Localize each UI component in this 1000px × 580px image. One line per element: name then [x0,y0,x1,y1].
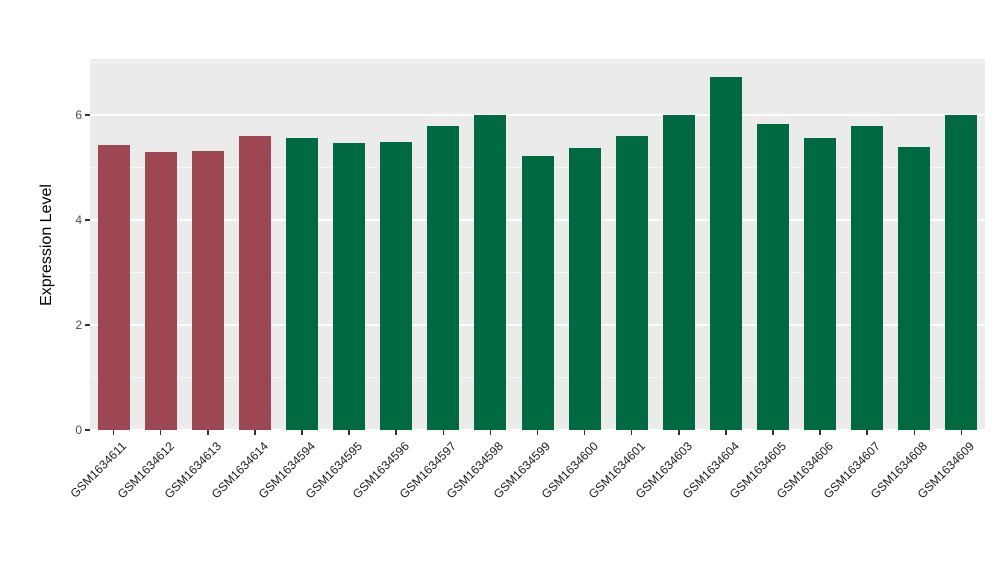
x-tick-label: GSM1634608 [867,439,931,502]
y-axis-title-text: Expression Level [38,183,55,306]
gridline-major [90,114,985,116]
x-tick-label: GSM1634599 [491,439,554,502]
bar-GSM1634599 [521,155,554,430]
x-tick-label: GSM1634609 [915,439,978,502]
bar-GSM1634598 [474,115,507,430]
gridline-major [90,429,985,431]
x-tick-label: GSM1634611 [67,439,130,501]
x-tick-label: GSM1634594 [255,439,318,502]
bar-GSM1634600 [568,147,601,430]
x-tick-label: GSM1634604 [679,439,742,502]
bar-GSM1634601 [615,135,648,430]
gridline-minor [90,62,985,64]
bar-GSM1634603 [662,115,695,430]
x-tick-label: GSM1634595 [302,439,365,502]
x-tick-label: GSM1634612 [114,439,177,502]
bar-GSM1634606 [804,137,837,430]
bar-GSM1634604 [709,76,742,430]
bar-GSM1634594 [285,137,318,430]
x-tick-label: GSM1634600 [538,439,601,502]
bar-GSM1634613 [191,151,224,430]
x-tick-label: GSM1634598 [444,439,507,502]
bar-GSM1634597 [427,125,460,430]
x-tick-label: GSM1634603 [632,439,695,502]
x-tick-label: GSM1634605 [726,439,789,502]
x-tick-label: GSM1634614 [208,439,271,502]
bar-GSM1634595 [333,143,366,430]
bar-GSM1634614 [238,136,271,430]
x-tick-label: GSM1634601 [585,439,648,502]
x-tick-label: GSM1634607 [820,439,884,502]
y-axis-title: Expression Level [34,59,60,430]
x-tick-label: GSM1634606 [773,439,837,502]
bar-GSM1634611 [97,145,130,430]
x-tick-label: GSM1634596 [349,439,413,502]
bar-GSM1634609 [945,115,978,430]
bar-GSM1634605 [757,123,790,430]
plot-panel [90,59,985,431]
x-tick-label: GSM1634597 [396,439,460,502]
bar-GSM1634608 [898,147,931,430]
x-tick-label: GSM1634613 [161,439,224,502]
bar-GSM1634607 [851,125,884,430]
bar-GSM1634596 [380,142,413,430]
bar-GSM1634612 [144,151,177,430]
